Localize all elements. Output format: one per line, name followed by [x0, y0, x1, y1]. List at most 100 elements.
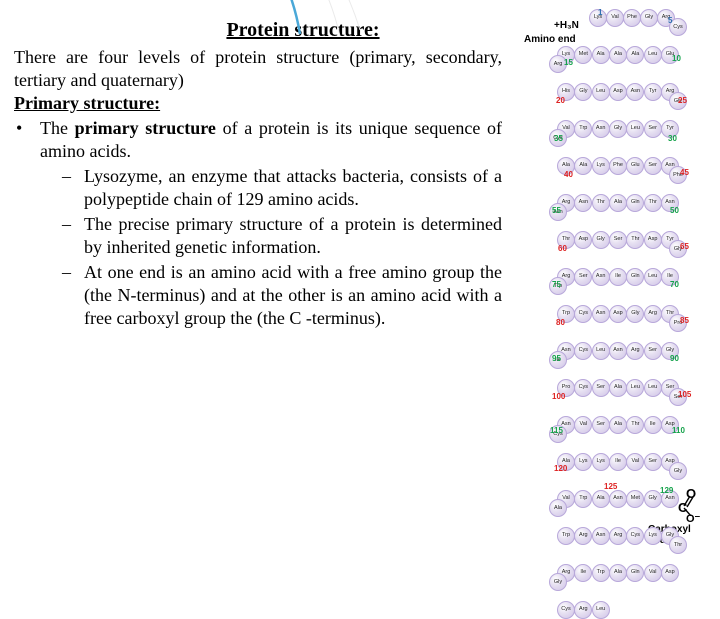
residue-bead: Gly [592, 231, 610, 249]
residue-number-label: 70 [670, 280, 679, 289]
bullet-marker: • [14, 117, 40, 140]
residue-number-label: 60 [558, 244, 567, 253]
residue-number-label: 100 [552, 392, 565, 401]
residue-bead: Glu [626, 157, 644, 175]
residue-number-label: 110 [672, 426, 685, 435]
residue-bead: Gln [626, 194, 644, 212]
residue-bead: Ala [609, 194, 627, 212]
residue-bead: Gly [640, 9, 658, 27]
residue-bead: Trp [557, 527, 575, 545]
residue-bead: Leu [644, 379, 662, 397]
residue-bead: Ile [574, 564, 592, 582]
residue-bead: Ser [644, 120, 662, 138]
residue-number-label: 115 [550, 426, 563, 435]
residue-bead: Gly [549, 573, 567, 591]
residue-number-label: 50 [670, 206, 679, 215]
chain-container: +H₃N Amino end O C O⁻ Carboxyl end LysVa… [520, 6, 710, 534]
residue-bead: Leu [626, 379, 644, 397]
residue-bead: Ala [609, 416, 627, 434]
residue-bead: Asn [626, 83, 644, 101]
residue-bead: Arg [644, 305, 662, 323]
residue-bead: Ser [644, 157, 662, 175]
slide: Protein structure: There are four levels… [0, 0, 720, 540]
residue-number-label: 75 [552, 280, 561, 289]
residue-bead: Phe [623, 9, 641, 27]
residue-bead: Ile [644, 416, 662, 434]
residue-bead: Thr [644, 194, 662, 212]
residue-bead: Cys [574, 379, 592, 397]
residue-bead: Met [626, 490, 644, 508]
residue-bead: Leu [626, 120, 644, 138]
residue-number-label: 80 [556, 318, 565, 327]
residue-bead: Met [574, 46, 592, 64]
residue-number-label: 30 [668, 134, 677, 143]
bullet-text: The primary structure of a protein is it… [40, 117, 502, 163]
sub-bullet-text: The precise primary structure of a prote… [84, 213, 502, 259]
amino-formula: +H₃N [554, 20, 579, 31]
residue-number-label: 105 [678, 390, 691, 399]
residue-bead: Ser [592, 416, 610, 434]
bullet-bold: primary structure [75, 118, 216, 138]
sub-bullet-item: – Lysozyme, an enzyme that attacks bacte… [62, 165, 502, 211]
residue-bead: Thr [626, 416, 644, 434]
residue-bead: Lys [574, 453, 592, 471]
residue-bead: Cys [557, 601, 575, 619]
sub-bullet-marker: – [62, 213, 84, 236]
residue-bead: Cys [626, 527, 644, 545]
residue-bead: Gln [626, 564, 644, 582]
residue-bead: Trp [592, 564, 610, 582]
sub-bullet-item: – At one end is an amino acid with a fre… [62, 261, 502, 330]
protein-chain-figure: +H₃N Amino end O C O⁻ Carboxyl end LysVa… [520, 6, 710, 534]
residue-bead: Val [574, 416, 592, 434]
residue-number-label: 55 [552, 206, 561, 215]
residue-bead: Asn [592, 120, 610, 138]
sub-bullet-marker: – [62, 165, 84, 188]
residue-bead: Asn [592, 527, 610, 545]
residue-bead: Ser [574, 268, 592, 286]
carboxyl-bonds-icon [680, 490, 700, 516]
residue-bead: Gly [669, 462, 687, 480]
sub-bullet-item: – The precise primary structure of a pro… [62, 213, 502, 259]
residue-number-label: 5 [668, 16, 672, 25]
residue-bead: Asn [609, 342, 627, 360]
residue-bead: Val [606, 9, 624, 27]
sub-bullet-marker: – [62, 261, 84, 284]
residue-bead: Tyr [644, 83, 662, 101]
residue-bead: Ala [609, 564, 627, 582]
residue-bead: Arg [574, 601, 592, 619]
residue-bead: Lys [592, 157, 610, 175]
residue-number-label: 65 [680, 242, 689, 251]
bullet-lead: The [40, 118, 75, 138]
residue-bead: Ser [644, 453, 662, 471]
residue-number-label: 15 [564, 58, 573, 67]
residue-number-label: 90 [670, 354, 679, 363]
sub-bullet-list: – Lysozyme, an enzyme that attacks bacte… [14, 165, 502, 330]
residue-bead: Asn [609, 490, 627, 508]
residue-bead: Ala [574, 157, 592, 175]
residue-bead: Asn [574, 194, 592, 212]
heading-protein-structure: Protein structure: [14, 18, 502, 44]
residue-bead: Lys [592, 453, 610, 471]
residue-bead: Asn [592, 268, 610, 286]
residue-bead: Gly [609, 120, 627, 138]
residue-number-label: 45 [680, 168, 689, 177]
residue-bead: Ser [592, 379, 610, 397]
residue-bead: Gly [574, 83, 592, 101]
residue-number-label: 85 [680, 316, 689, 325]
residue-bead: Ile [609, 453, 627, 471]
residue-bead: Lys [644, 527, 662, 545]
residue-number-label: 20 [556, 96, 565, 105]
residue-bead: Gly [644, 490, 662, 508]
residue-bead: Phe [609, 157, 627, 175]
residue-bead: Trp [574, 120, 592, 138]
residue-number-label: 129 [660, 486, 673, 495]
residue-bead: Thr [626, 231, 644, 249]
residue-number-label: 35 [554, 134, 563, 143]
residue-bead: Arg [626, 342, 644, 360]
residue-bead: Trp [574, 490, 592, 508]
residue-bead: Asp [644, 231, 662, 249]
residue-bead: Leu [644, 268, 662, 286]
residue-bead: Thr [592, 194, 610, 212]
residue-bead: Ala [549, 499, 567, 517]
amino-end-label: Amino end [524, 34, 576, 45]
